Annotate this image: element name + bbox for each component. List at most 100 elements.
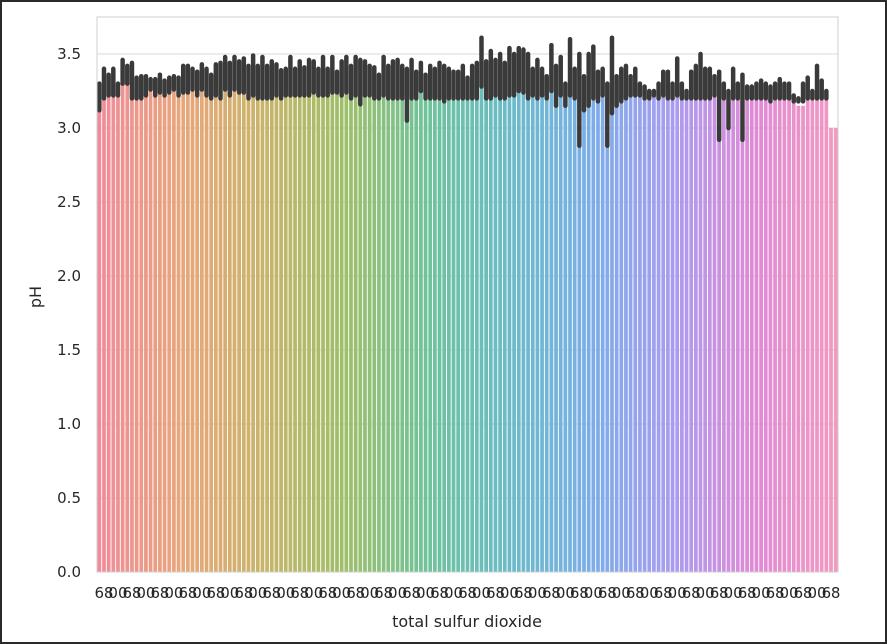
bar: [656, 91, 661, 572]
x-tick-label: 00: [164, 584, 183, 602]
bar: [684, 98, 689, 573]
bar: [241, 71, 246, 572]
bar: [568, 83, 572, 572]
x-tick-label: 6: [178, 584, 188, 602]
bar: [819, 80, 824, 572]
x-tick-label: 6: [458, 584, 468, 602]
bar: [787, 91, 791, 572]
bar: [190, 76, 195, 572]
bar: [782, 86, 787, 572]
bar: [600, 83, 605, 572]
y-tick-label: 1.5: [57, 341, 81, 359]
bar: [335, 83, 339, 572]
x-tick-label: 00: [724, 584, 743, 602]
bar: [456, 91, 461, 572]
bar: [395, 76, 400, 572]
bar: [596, 86, 600, 572]
bar: [451, 86, 456, 572]
bar: [433, 86, 437, 572]
bar: [754, 91, 759, 572]
x-axis-label: total sulfur dioxide: [392, 612, 542, 631]
bar: [186, 76, 190, 572]
bar: [162, 86, 167, 572]
y-axis-label: pH: [26, 286, 45, 308]
bar: [251, 71, 255, 572]
x-tick-label: 6: [290, 584, 300, 602]
bar: [391, 76, 395, 572]
bar: [507, 65, 512, 572]
bar: [321, 76, 325, 572]
bar: [707, 76, 712, 572]
bar: [409, 80, 414, 572]
bar: [167, 83, 172, 572]
x-tick-label: 00: [780, 584, 799, 602]
x-tick-label: 8: [803, 584, 813, 602]
bar: [353, 71, 358, 572]
x-tick-label: 8: [719, 584, 729, 602]
bar: [726, 98, 731, 573]
x-tick-label: 00: [136, 584, 155, 602]
bar: [377, 86, 381, 572]
x-tick-label: 00: [584, 584, 603, 602]
bar: [824, 91, 829, 572]
x-tick-label: 6: [346, 584, 356, 602]
bar: [349, 83, 353, 572]
bar: [218, 76, 223, 572]
x-tick-label: 00: [668, 584, 687, 602]
bar: [363, 76, 367, 572]
bar: [810, 98, 815, 573]
x-tick-label: 00: [444, 584, 463, 602]
x-tick-label: 00: [332, 584, 351, 602]
bar: [172, 83, 176, 572]
bar: [777, 83, 782, 572]
bars: [97, 56, 838, 573]
x-tick-label: 00: [108, 584, 127, 602]
bar: [400, 83, 405, 572]
bar: [381, 76, 386, 572]
bar: [414, 91, 419, 572]
bar: [591, 76, 596, 572]
x-tick-label: 8: [132, 584, 142, 602]
x-tick-label: 6: [318, 584, 328, 602]
bar: [195, 83, 200, 572]
x-tick-label: 00: [556, 584, 575, 602]
x-tick-label: 00: [276, 584, 295, 602]
bar: [582, 98, 586, 573]
x-tick-label: 8: [244, 584, 254, 602]
x-tick-label: 00: [752, 584, 771, 602]
bar: [540, 83, 544, 572]
x-tick-label: 8: [747, 584, 757, 602]
x-tick-label: 6: [710, 584, 720, 602]
bar: [740, 83, 745, 572]
x-tick-label: 6: [206, 584, 216, 602]
bar: [712, 86, 717, 572]
bar: [610, 86, 614, 572]
x-tick-label: 00: [472, 584, 491, 602]
bar: [642, 91, 647, 572]
bar: [693, 83, 698, 572]
bar: [493, 76, 498, 572]
x-tick-label: 6: [234, 584, 244, 602]
bar: [544, 91, 549, 572]
bar: [554, 83, 558, 572]
bar: [498, 71, 502, 572]
x-tick-label: 00: [388, 584, 407, 602]
bar: [269, 76, 274, 572]
x-tick-label: 6: [654, 584, 664, 602]
bar: [204, 83, 209, 572]
bar: [526, 71, 530, 572]
x-tick-label: 00: [528, 584, 547, 602]
bar: [237, 74, 242, 572]
bar: [563, 98, 568, 573]
bar: [283, 83, 288, 572]
bar: [158, 83, 162, 572]
bar: [302, 83, 307, 572]
x-tick-label: 6: [430, 584, 440, 602]
bar: [628, 91, 633, 572]
bar: [372, 83, 377, 572]
x-tick-label: 6: [514, 584, 524, 602]
x-tick-label: 6: [95, 584, 105, 602]
bar: [731, 76, 736, 572]
bar: [125, 76, 130, 572]
